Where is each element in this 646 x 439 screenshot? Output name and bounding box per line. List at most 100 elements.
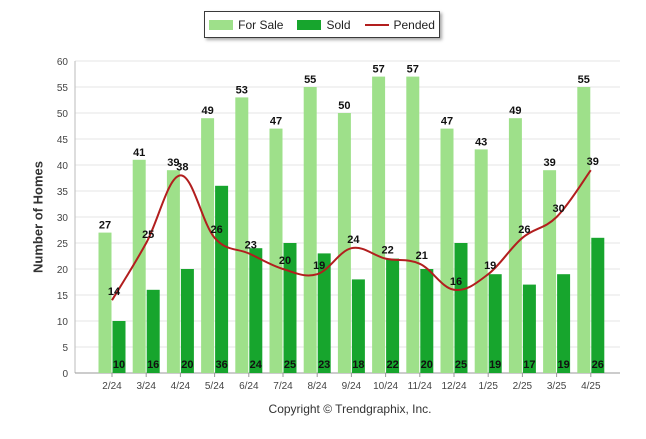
data-label-pended: 38 xyxy=(176,161,188,173)
data-label-pended: 26 xyxy=(518,224,530,236)
data-label-sold: 36 xyxy=(215,359,227,371)
x-tick-label: 2/25 xyxy=(513,381,533,392)
bar-for-sale xyxy=(406,76,420,373)
bar-sold xyxy=(249,248,263,373)
y-tick-label: 10 xyxy=(57,317,69,328)
bar-for-sale xyxy=(303,87,317,373)
data-label-for-sale: 43 xyxy=(475,136,487,148)
bar-sold xyxy=(557,274,571,373)
data-label-for-sale: 57 xyxy=(372,64,384,76)
data-label-sold: 18 xyxy=(352,359,364,371)
data-label-for-sale: 57 xyxy=(407,64,419,76)
y-tick-label: 45 xyxy=(57,135,69,146)
data-label-for-sale: 49 xyxy=(509,105,521,117)
bar-for-sale xyxy=(132,159,146,373)
bar-sold xyxy=(112,321,126,373)
bar-sold xyxy=(591,237,605,373)
data-label-sold: 17 xyxy=(523,359,535,371)
x-tick-label: 6/24 xyxy=(239,381,259,392)
data-label-for-sale: 53 xyxy=(236,84,248,96)
bar-sold xyxy=(420,269,434,373)
x-tick-label: 11/24 xyxy=(408,381,433,392)
bar-sold xyxy=(386,258,400,373)
x-tick-label: 4/25 xyxy=(581,381,601,392)
bar-sold xyxy=(180,269,194,373)
bar-for-sale xyxy=(543,170,557,373)
data-label-for-sale: 39 xyxy=(167,157,179,169)
data-label-pended: 19 xyxy=(484,260,496,272)
x-tick-label: 7/24 xyxy=(273,381,293,392)
bar-sold xyxy=(215,185,229,373)
x-tick-label: 8/24 xyxy=(307,381,327,392)
y-tick-label: 40 xyxy=(57,161,69,172)
data-label-pended: 39 xyxy=(587,156,599,168)
bar-sold xyxy=(522,284,536,373)
y-tick-label: 35 xyxy=(57,187,69,198)
data-label-for-sale: 55 xyxy=(304,74,316,86)
y-tick-label: 15 xyxy=(57,291,69,302)
legend-swatch-for-sale xyxy=(209,19,234,30)
data-label-pended: 24 xyxy=(347,234,360,246)
bar-sold xyxy=(283,243,297,373)
data-label-for-sale: 39 xyxy=(543,157,555,169)
data-label-for-sale: 47 xyxy=(270,116,282,128)
data-label-pended: 14 xyxy=(108,286,121,298)
data-label-pended: 19 xyxy=(313,260,325,272)
y-tick-label: 55 xyxy=(57,83,69,94)
data-label-for-sale: 55 xyxy=(578,74,590,86)
bar-sold xyxy=(454,243,468,373)
data-label-sold: 25 xyxy=(284,359,296,371)
y-tick-label: 25 xyxy=(57,239,69,250)
data-label-sold: 20 xyxy=(181,359,193,371)
x-tick-label: 3/24 xyxy=(136,381,156,392)
data-label-pended: 22 xyxy=(381,245,393,257)
data-label-pended: 25 xyxy=(142,229,154,241)
data-label-sold: 19 xyxy=(489,359,501,371)
y-tick-label: 20 xyxy=(57,265,69,276)
x-tick-label: 9/24 xyxy=(342,381,362,392)
x-tick-label: 12/24 xyxy=(441,381,466,392)
data-label-for-sale: 49 xyxy=(201,105,213,117)
data-label-sold: 23 xyxy=(318,359,330,371)
legend-label-sold: Sold xyxy=(326,17,351,32)
data-label-pended: 20 xyxy=(279,255,291,267)
bar-for-sale xyxy=(440,128,454,373)
bar-sold xyxy=(146,289,160,373)
x-tick-label: 5/24 xyxy=(205,381,225,392)
x-tick-label: 3/25 xyxy=(547,381,567,392)
data-label-pended: 16 xyxy=(450,276,462,288)
bar-for-sale xyxy=(337,113,351,373)
bar-for-sale xyxy=(577,87,591,373)
data-label-sold: 16 xyxy=(147,359,159,371)
legend-label-pended: Pended xyxy=(393,17,435,32)
bar-for-sale xyxy=(166,170,180,373)
line-pended xyxy=(111,169,592,301)
y-tick-label: 30 xyxy=(57,213,69,224)
legend-label-for-sale: For Sale xyxy=(238,17,284,32)
y-tick-label: 60 xyxy=(57,57,69,68)
data-label-sold: 19 xyxy=(557,359,569,371)
data-label-sold: 24 xyxy=(250,359,263,371)
data-label-for-sale: 41 xyxy=(133,147,145,159)
copyright-footer: Copyright © Trendgraphix, Inc. xyxy=(268,402,432,416)
data-label-for-sale: 27 xyxy=(99,220,111,232)
x-tick-label: 4/24 xyxy=(171,381,191,392)
y-tick-label: 50 xyxy=(57,109,69,120)
x-tick-label: 2/24 xyxy=(102,381,122,392)
legend-swatch-pended xyxy=(364,23,389,26)
legend-swatch-sold xyxy=(297,19,322,30)
bar-for-sale xyxy=(201,118,215,373)
legend-item-for-sale: For Sale xyxy=(209,18,283,32)
bar-for-sale xyxy=(235,97,249,374)
bar-sold xyxy=(488,274,502,373)
legend-item-pended: Pended xyxy=(364,17,435,32)
data-label-for-sale: 50 xyxy=(338,100,350,112)
data-label-sold: 10 xyxy=(113,359,125,371)
y-tick-label: 5 xyxy=(62,343,68,354)
y-tick-label: 0 xyxy=(62,369,68,380)
data-label-pended: 26 xyxy=(210,224,222,236)
bar-sold xyxy=(351,279,365,373)
bar-sold xyxy=(317,253,331,373)
data-label-sold: 25 xyxy=(455,359,467,371)
